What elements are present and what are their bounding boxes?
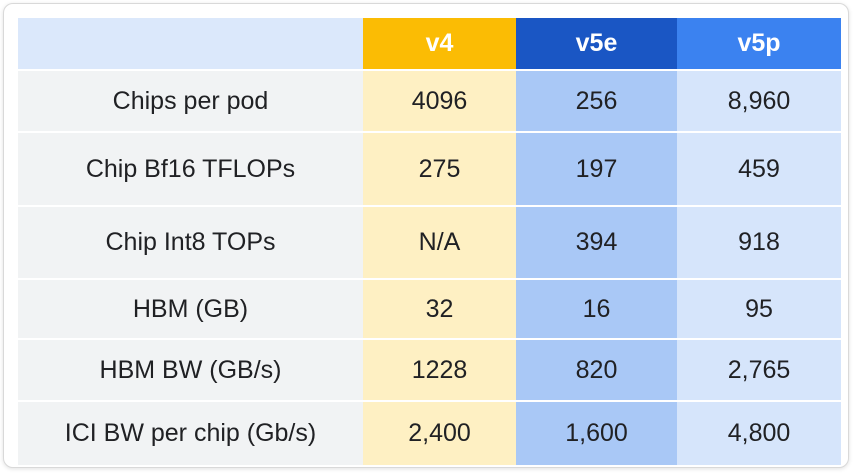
- row-label: Chip Int8 TOPs: [18, 205, 363, 278]
- v5e-cell: 197: [516, 131, 677, 205]
- row-label: HBM (GB): [18, 278, 363, 338]
- tpu-spec-table: v4 v5e v5p Chips per pod 4096 256 8,960 …: [18, 18, 841, 465]
- row-label: Chip Bf16 TFLOPs: [18, 131, 363, 205]
- table-row: ICI BW per chip (Gb/s) 2,400 1,600 4,800: [18, 400, 841, 465]
- v5p-cell: 95: [677, 278, 841, 338]
- v4-cell: 1228: [363, 338, 516, 400]
- row-label: ICI BW per chip (Gb/s): [18, 400, 363, 465]
- table-row: Chips per pod 4096 256 8,960: [18, 69, 841, 131]
- header-v5e: v5e: [516, 18, 677, 69]
- v5e-cell: 394: [516, 205, 677, 278]
- table-row: Chip Bf16 TFLOPs 275 197 459: [18, 131, 841, 205]
- header-v5p: v5p: [677, 18, 841, 69]
- row-label: Chips per pod: [18, 69, 363, 131]
- table-header: v4 v5e v5p: [18, 18, 841, 69]
- v5p-cell: 8,960: [677, 69, 841, 131]
- v5p-cell: 4,800: [677, 400, 841, 465]
- table-row: Chip Int8 TOPs N/A 394 918: [18, 205, 841, 278]
- v4-cell: 275: [363, 131, 516, 205]
- v5e-cell: 1,600: [516, 400, 677, 465]
- v4-cell: 32: [363, 278, 516, 338]
- comparison-card: v4 v5e v5p Chips per pod 4096 256 8,960 …: [3, 3, 849, 468]
- v5e-cell: 820: [516, 338, 677, 400]
- v5e-cell: 256: [516, 69, 677, 131]
- header-row: v4 v5e v5p: [18, 18, 841, 69]
- row-label: HBM BW (GB/s): [18, 338, 363, 400]
- v4-cell: 4096: [363, 69, 516, 131]
- table-row: HBM (GB) 32 16 95: [18, 278, 841, 338]
- v4-cell: 2,400: [363, 400, 516, 465]
- v5e-cell: 16: [516, 278, 677, 338]
- v5p-cell: 2,765: [677, 338, 841, 400]
- v4-cell: N/A: [363, 205, 516, 278]
- header-blank-cell: [18, 18, 363, 69]
- table-body: Chips per pod 4096 256 8,960 Chip Bf16 T…: [18, 69, 841, 465]
- v5p-cell: 918: [677, 205, 841, 278]
- header-v4: v4: [363, 18, 516, 69]
- table-row: HBM BW (GB/s) 1228 820 2,765: [18, 338, 841, 400]
- v5p-cell: 459: [677, 131, 841, 205]
